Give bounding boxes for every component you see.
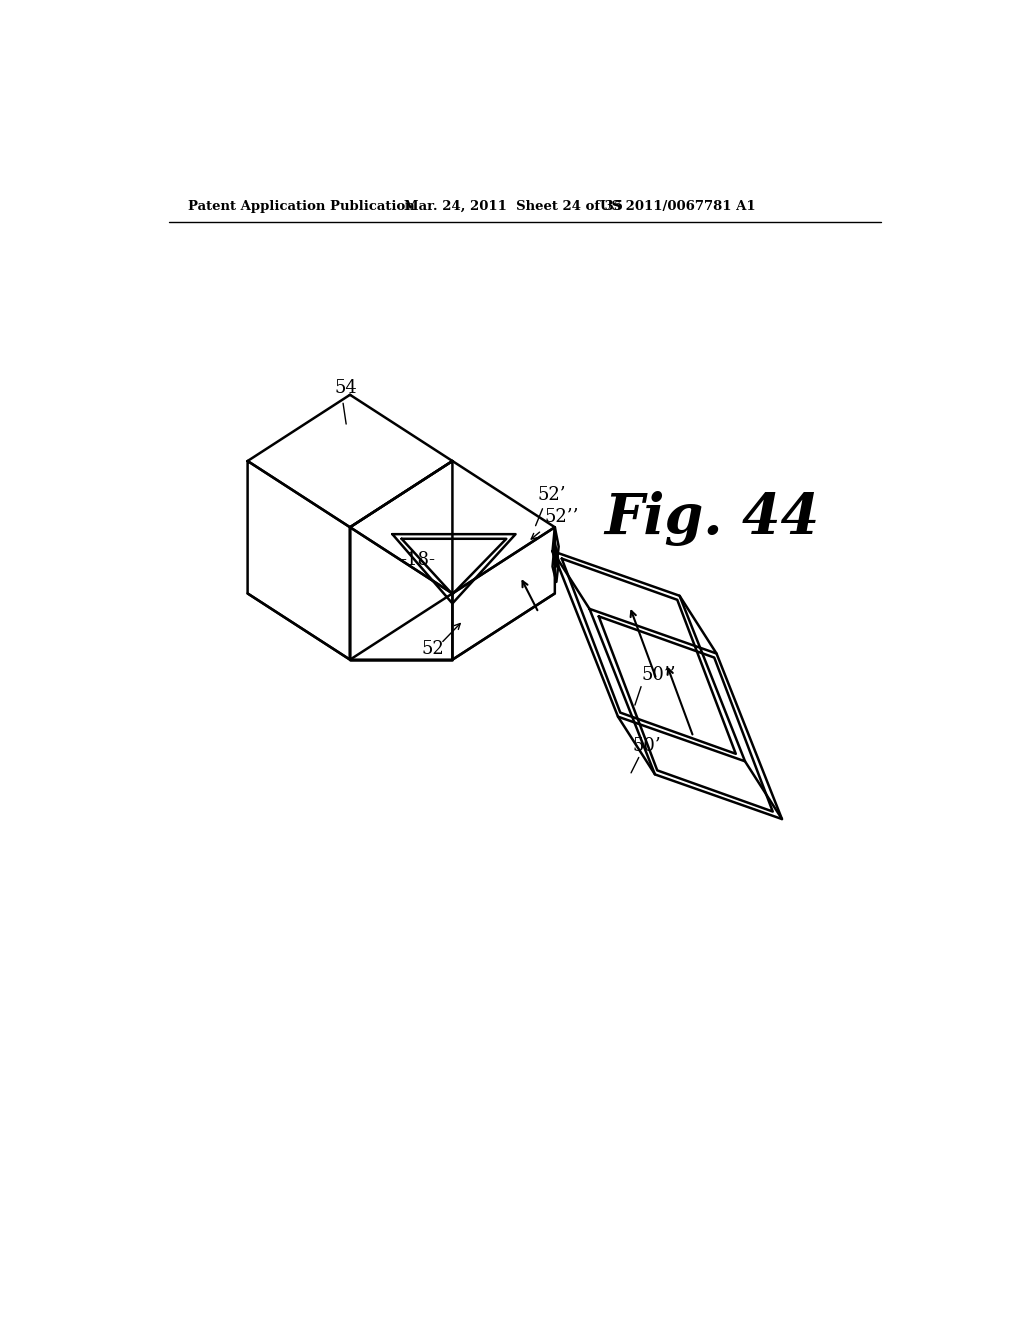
Text: 54: 54 bbox=[335, 379, 357, 397]
Text: 52: 52 bbox=[422, 639, 444, 657]
Text: 52’: 52’ bbox=[538, 486, 566, 503]
Text: US 2011/0067781 A1: US 2011/0067781 A1 bbox=[600, 201, 756, 213]
Text: Mar. 24, 2011  Sheet 24 of 35: Mar. 24, 2011 Sheet 24 of 35 bbox=[403, 201, 623, 213]
Text: 50’’: 50’’ bbox=[641, 665, 676, 684]
Text: -18-: -18- bbox=[400, 550, 435, 569]
Text: 52’’: 52’’ bbox=[545, 508, 580, 525]
Text: Fig. 44: Fig. 44 bbox=[604, 491, 819, 546]
Text: Patent Application Publication: Patent Application Publication bbox=[188, 201, 415, 213]
Text: 50’: 50’ bbox=[633, 737, 662, 755]
